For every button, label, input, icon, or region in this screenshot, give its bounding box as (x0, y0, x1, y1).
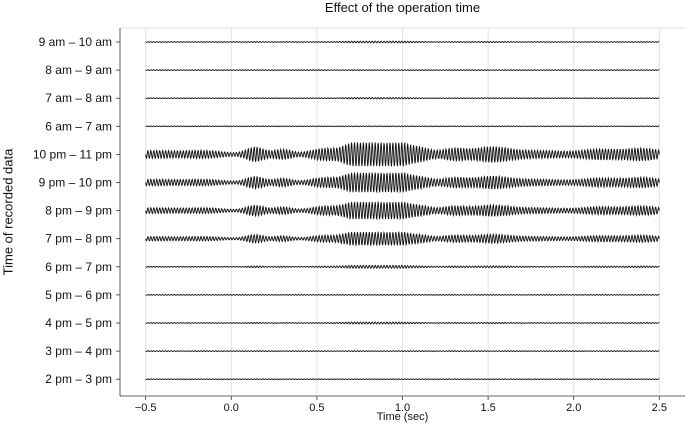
x-tick-label: 2.0 (566, 402, 581, 414)
chart-title: Effect of the operation time (324, 0, 481, 15)
y-tick-label: 7 pm – 8 pm (45, 232, 112, 246)
y-tick-label: 6 pm – 7 pm (45, 260, 112, 274)
y-tick-label: 4 pm – 5 pm (45, 316, 112, 330)
series-line (145, 230, 660, 247)
y-tick-label: 2 pm – 3 pm (45, 372, 112, 386)
y-axis-label: Time of recorded data (0, 148, 16, 276)
series-line (145, 350, 660, 352)
series-line (145, 141, 660, 167)
series-line (145, 200, 660, 221)
x-tick-label: −0.5 (135, 402, 157, 414)
y-tick-label: 8 am – 9 am (45, 63, 112, 77)
y-tick-label: 3 pm – 4 pm (45, 344, 112, 358)
y-tick-label: 8 pm – 9 pm (45, 204, 112, 218)
series-line (145, 125, 660, 128)
series-line (145, 378, 660, 381)
series-line (145, 96, 660, 100)
y-tick-label: 5 pm – 6 pm (45, 288, 112, 302)
x-tick-label: 1.0 (395, 402, 410, 414)
series-line (145, 171, 660, 194)
y-tick-label: 7 am – 8 am (45, 91, 112, 105)
series-line (145, 69, 660, 71)
y-tick-label: 6 am – 7 am (45, 119, 112, 133)
series-line (145, 294, 660, 296)
x-tick-label: 0.5 (309, 402, 324, 414)
series-line (145, 321, 660, 325)
series-line (145, 40, 660, 44)
y-tick-label: 9 am – 10 am (39, 35, 112, 49)
x-tick-label: 1.5 (480, 402, 495, 414)
x-axis-label: Time (sec) (376, 411, 429, 423)
series-line (145, 264, 660, 269)
x-tick-label: 2.5 (652, 402, 667, 414)
x-tick-label: 0.0 (224, 402, 239, 414)
y-tick-label: 9 pm – 10 pm (39, 176, 112, 190)
y-tick-label: 10 pm – 11 pm (33, 147, 112, 161)
